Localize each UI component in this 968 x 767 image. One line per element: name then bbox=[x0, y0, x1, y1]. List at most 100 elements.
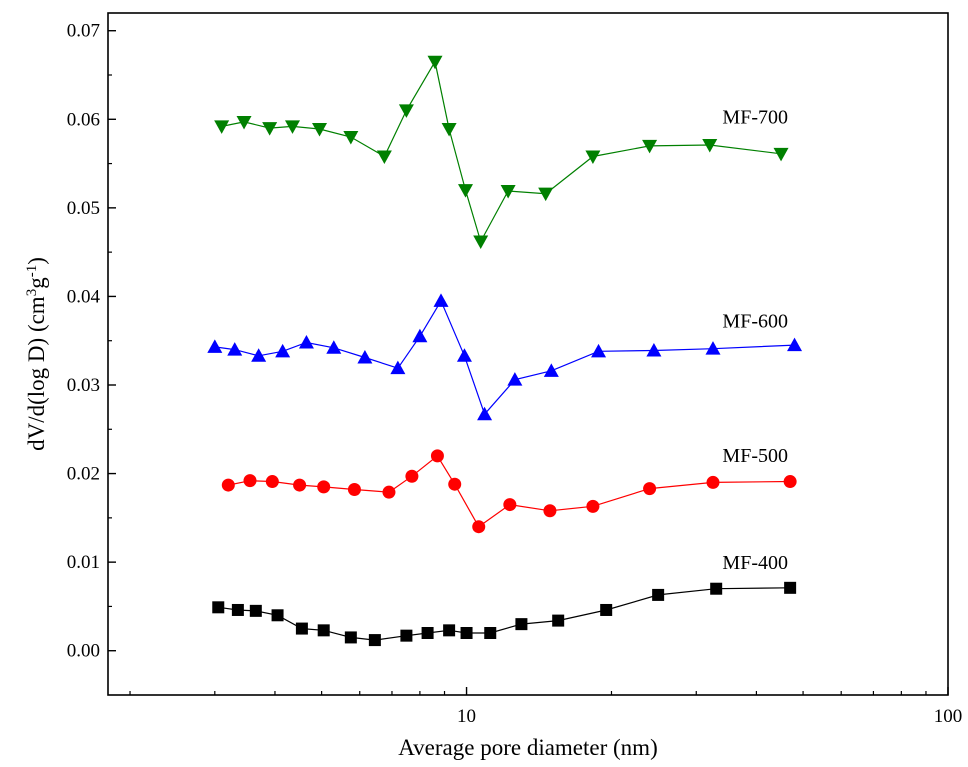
y-tick-label: 0.02 bbox=[67, 464, 100, 485]
data-point-mf-600 bbox=[705, 341, 721, 355]
data-point-mf-400 bbox=[484, 627, 497, 639]
data-point-mf-400 bbox=[652, 588, 665, 601]
data-point-mf-400 bbox=[515, 618, 528, 631]
y-axis-title-superscript: 3 bbox=[24, 289, 40, 297]
y-tick-label: 0.00 bbox=[67, 641, 100, 662]
data-point-mf-700 bbox=[538, 187, 554, 202]
series-mf-600 bbox=[207, 293, 803, 421]
y-tick-label: 0.04 bbox=[67, 286, 101, 307]
data-point-mf-700 bbox=[585, 150, 601, 164]
data-point-mf-400 bbox=[249, 604, 262, 617]
data-point-mf-400 bbox=[212, 601, 225, 614]
series-label-mf-500: MF-500 bbox=[722, 445, 788, 467]
data-point-mf-500 bbox=[783, 475, 797, 489]
data-point-mf-700 bbox=[441, 123, 457, 137]
data-point-mf-500 bbox=[347, 483, 361, 497]
data-point-mf-700 bbox=[642, 139, 658, 154]
data-point-mf-500 bbox=[265, 475, 279, 489]
data-point-mf-500 bbox=[430, 449, 444, 463]
data-point-mf-600 bbox=[390, 360, 406, 375]
data-point-mf-700 bbox=[376, 150, 392, 164]
data-point-mf-400 bbox=[421, 627, 434, 639]
data-point-mf-500 bbox=[643, 482, 657, 496]
data-point-mf-400 bbox=[295, 622, 308, 635]
data-point-mf-700 bbox=[343, 131, 359, 145]
data-point-mf-500 bbox=[317, 480, 331, 494]
data-point-mf-600 bbox=[326, 340, 342, 354]
y-axis-title-part: g bbox=[24, 277, 49, 289]
data-point-mf-500 bbox=[543, 504, 557, 518]
data-point-mf-600 bbox=[251, 348, 267, 362]
data-point-mf-400 bbox=[271, 609, 284, 622]
data-point-mf-600 bbox=[357, 350, 373, 364]
data-point-mf-600 bbox=[507, 372, 523, 386]
series-line-mf-700 bbox=[221, 60, 782, 244]
data-point-mf-600 bbox=[227, 342, 243, 356]
y-tick-label: 0.03 bbox=[67, 375, 100, 396]
series-label-mf-600: MF-600 bbox=[722, 310, 788, 332]
data-point-mf-700 bbox=[284, 120, 300, 134]
data-point-mf-700 bbox=[427, 55, 443, 70]
data-point-mf-600 bbox=[543, 363, 559, 377]
data-point-mf-700 bbox=[262, 122, 278, 136]
data-point-mf-700 bbox=[458, 184, 474, 198]
x-axis-title: Average pore diameter (nm) bbox=[398, 735, 657, 760]
data-point-mf-700 bbox=[236, 115, 252, 130]
y-tick-label: 0.06 bbox=[67, 109, 100, 130]
data-point-mf-600 bbox=[207, 339, 223, 353]
data-point-mf-600 bbox=[477, 406, 493, 421]
data-point-mf-600 bbox=[787, 337, 803, 352]
data-point-mf-600 bbox=[298, 334, 314, 349]
data-point-mf-500 bbox=[405, 469, 419, 483]
data-point-mf-500 bbox=[221, 478, 235, 492]
data-point-mf-700 bbox=[773, 147, 789, 162]
data-point-mf-600 bbox=[456, 348, 472, 362]
series-mf-400 bbox=[212, 581, 797, 647]
data-point-mf-400 bbox=[231, 603, 244, 616]
data-point-mf-400 bbox=[784, 581, 797, 594]
x-tick-label: 10 bbox=[457, 706, 476, 727]
data-point-mf-500 bbox=[586, 499, 600, 513]
x-tick-label: 100 bbox=[934, 706, 963, 727]
data-point-mf-600 bbox=[646, 342, 662, 357]
data-point-mf-700 bbox=[214, 120, 230, 134]
data-point-mf-500 bbox=[293, 478, 307, 492]
data-point-mf-400 bbox=[460, 627, 473, 639]
y-axis-title-superscript: -1 bbox=[24, 265, 40, 278]
data-point-mf-400 bbox=[344, 631, 357, 644]
data-point-mf-500 bbox=[503, 498, 517, 512]
data-point-mf-500 bbox=[382, 485, 396, 499]
series-label-mf-400: MF-400 bbox=[722, 552, 788, 574]
y-axis-title-part: ) bbox=[24, 257, 49, 265]
axis-ticks bbox=[108, 30, 949, 695]
y-tick-label: 0.07 bbox=[67, 21, 100, 42]
data-point-mf-400 bbox=[368, 634, 381, 647]
data-point-mf-600 bbox=[591, 343, 607, 358]
y-tick-label: 0.01 bbox=[67, 552, 100, 573]
y-axis-title: dV/d(log D) (cm3g-1) bbox=[24, 257, 49, 451]
data-point-mf-400 bbox=[600, 603, 613, 616]
series-label-mf-700: MF-700 bbox=[722, 107, 788, 129]
data-point-mf-700 bbox=[702, 138, 718, 153]
series-line-mf-600 bbox=[214, 299, 795, 416]
data-point-mf-700 bbox=[500, 185, 516, 199]
data-point-mf-700 bbox=[398, 104, 414, 118]
data-point-mf-400 bbox=[443, 624, 456, 637]
data-point-mf-400 bbox=[710, 582, 723, 595]
data-point-mf-700 bbox=[312, 123, 328, 137]
series-labels: MF-700 MF-600 MF-500 MF-400 bbox=[722, 107, 788, 575]
series-mf-700 bbox=[214, 55, 789, 250]
data-point-mf-400 bbox=[552, 614, 565, 627]
data-point-mf-400 bbox=[400, 629, 413, 642]
tick-labels: 0.00 0.01 0.02 0.03 0.04 0.05 0.06 0.07 10 100 bbox=[67, 21, 963, 727]
plot-frame bbox=[107, 12, 949, 696]
y-tick-label: 0.05 bbox=[67, 198, 100, 219]
data-point-mf-600 bbox=[275, 343, 291, 358]
data-point-mf-500 bbox=[243, 474, 257, 488]
series-mf-500 bbox=[221, 449, 797, 534]
data-point-mf-500 bbox=[706, 475, 720, 489]
data-point-mf-400 bbox=[317, 624, 330, 637]
data-point-mf-500 bbox=[472, 520, 486, 534]
data-point-mf-600 bbox=[412, 328, 428, 343]
